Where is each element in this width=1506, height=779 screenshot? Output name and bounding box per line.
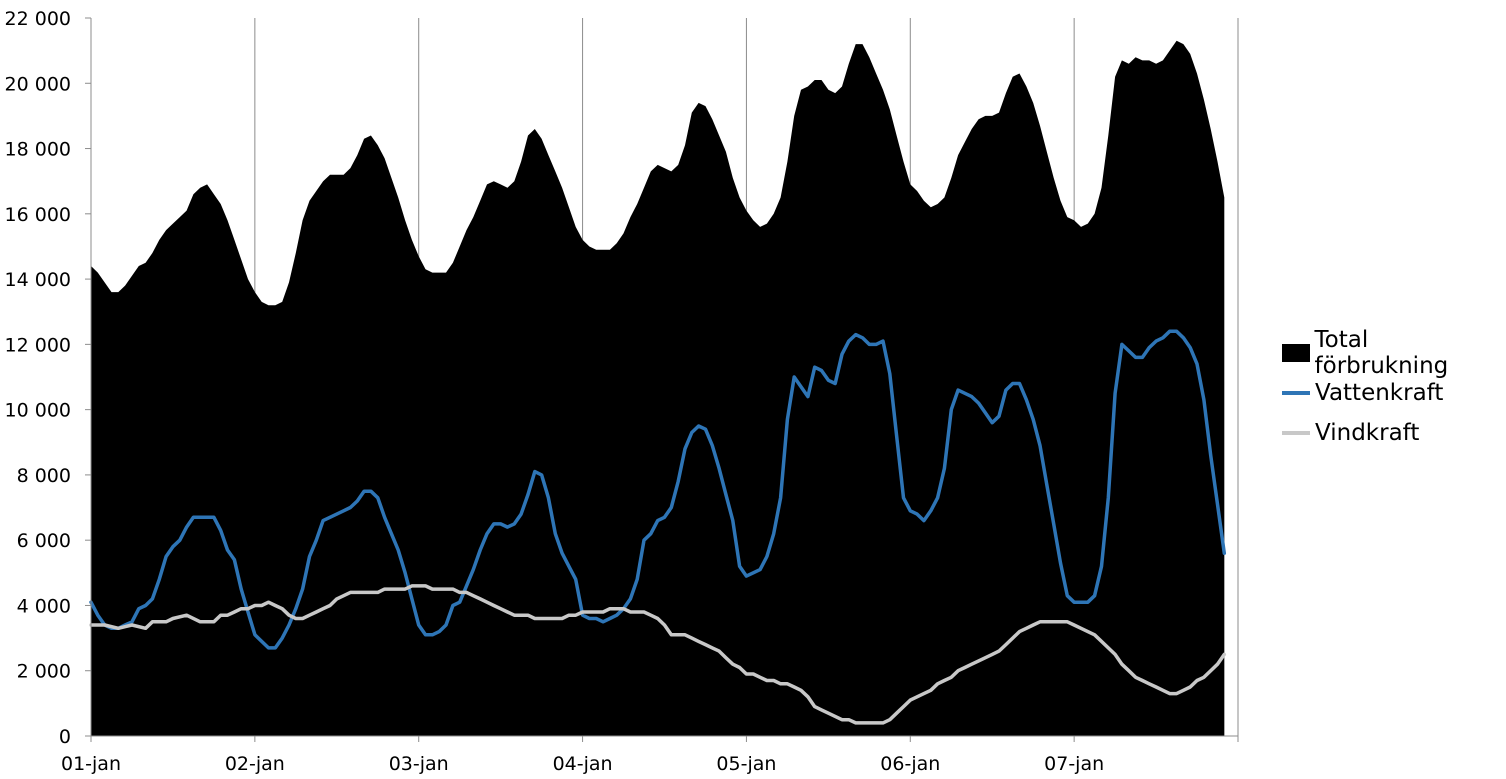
legend-item-vattenkraft: Vattenkraft bbox=[1282, 373, 1506, 413]
y-tick-label: 16 000 bbox=[5, 204, 71, 226]
x-tick-label: 04-jan bbox=[553, 753, 613, 775]
y-tick-label: 14 000 bbox=[5, 269, 71, 291]
x-tick-label: 01-jan bbox=[61, 753, 121, 775]
x-tick-label: 05-jan bbox=[716, 753, 776, 775]
y-tick-label: 8 000 bbox=[17, 465, 71, 487]
legend-key-vattenkraft bbox=[1282, 391, 1310, 395]
x-tick-label: 06-jan bbox=[880, 753, 940, 775]
legend-key-total bbox=[1282, 344, 1310, 362]
y-tick-label: 6 000 bbox=[17, 530, 71, 552]
y-tick-label: 10 000 bbox=[5, 400, 71, 422]
y-tick-label: 20 000 bbox=[5, 73, 71, 95]
x-tick-label: 07-jan bbox=[1044, 753, 1104, 775]
series-line-vattenkraft bbox=[89, 329, 1227, 650]
series-line-vindkraft bbox=[89, 584, 1227, 725]
legend-key-vindkraft bbox=[1282, 431, 1310, 435]
legend-label-vindkraft: Vindkraft bbox=[1315, 420, 1420, 446]
legend-item-vindkraft: Vindkraft bbox=[1282, 413, 1506, 453]
y-tick-label: 0 bbox=[59, 726, 71, 748]
x-tick-label: 03-jan bbox=[389, 753, 449, 775]
legend: Total förbrukning Vattenkraft Vindkraft bbox=[1282, 327, 1506, 453]
y-tick-labels: 0 2 000 4 000 6 000 8 000 10 000 12 000 14 000 1… bbox=[5, 8, 71, 748]
series-area-total-forbrukning bbox=[91, 40, 1225, 737]
plot-area bbox=[89, 40, 1227, 737]
y-tick-label: 4 000 bbox=[17, 595, 71, 617]
legend-label-total: Total förbrukning bbox=[1314, 327, 1449, 379]
y-tick-label: 18 000 bbox=[5, 139, 71, 161]
x-tick-label: 02-jan bbox=[225, 753, 285, 775]
legend-item-total: Total förbrukning bbox=[1282, 327, 1506, 379]
y-tick-label: 22 000 bbox=[5, 8, 71, 30]
axes bbox=[85, 17, 1239, 742]
x-tick-labels: 01-jan 02-jan 03-jan 04-jan 05-jan 06-jan 07-j… bbox=[61, 753, 1104, 775]
y-tick-label: 2 000 bbox=[17, 661, 71, 683]
legend-label-vattenkraft: Vattenkraft bbox=[1315, 380, 1444, 406]
y-tick-label: 12 000 bbox=[5, 334, 71, 356]
